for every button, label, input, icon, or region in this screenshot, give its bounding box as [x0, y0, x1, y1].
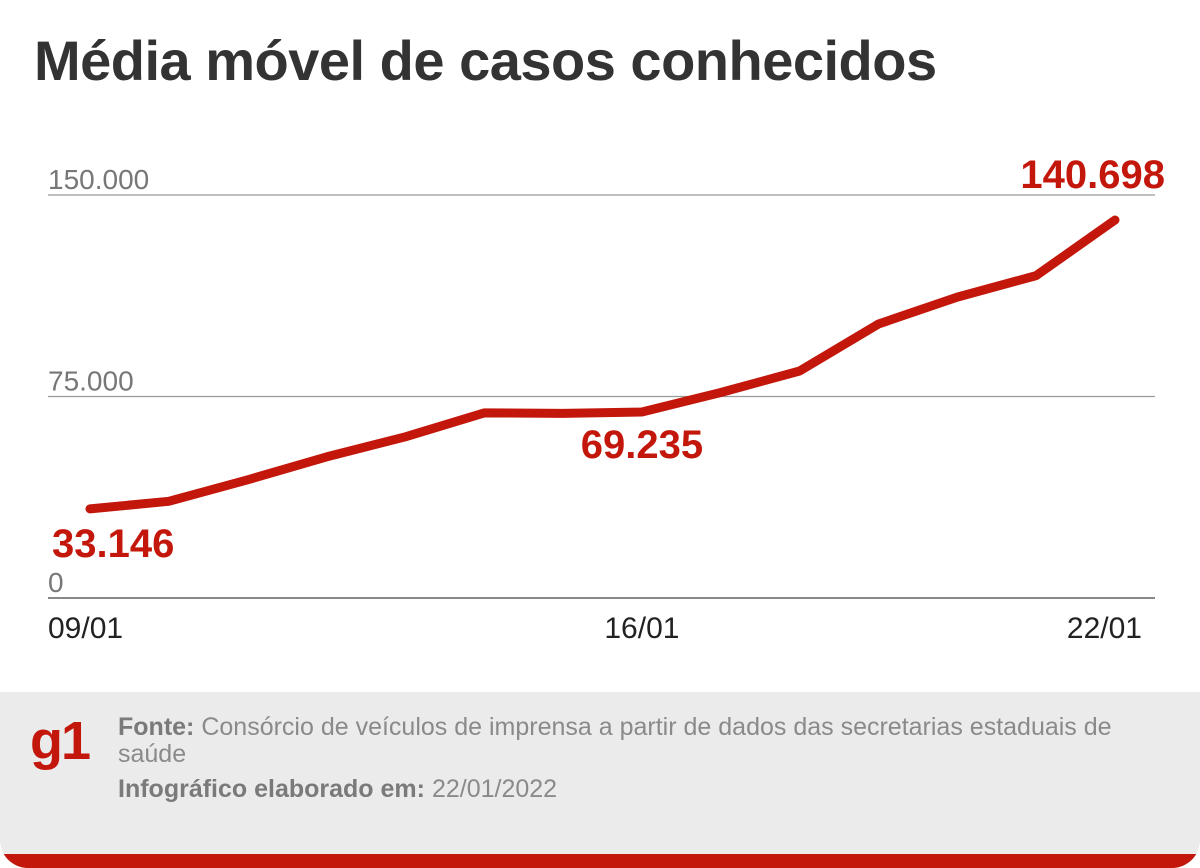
x-tick-label-1: 16/01	[604, 612, 679, 645]
y-tick-label-1: 75.000	[48, 366, 134, 397]
data-label-69235: 69.235	[581, 423, 703, 467]
x-tick-label-0: 09/01	[48, 612, 123, 645]
gridlines	[48, 194, 1155, 599]
y-tick-labels: 0 75.000 150.000	[48, 164, 149, 598]
series-line	[85, 215, 1120, 514]
credit-label: Infográfico elaborado em:	[118, 775, 425, 803]
footer: g1 Fonte: Consórcio de veículos de impre…	[0, 692, 1200, 868]
x-tick-labels: 09/01 16/01 22/01	[48, 612, 1142, 645]
credit-date: 22/01/2022	[431, 775, 558, 803]
credit-note: Infográfico elaborado em: 22/01/2022	[118, 776, 557, 803]
footer-accent-bar	[0, 854, 1200, 868]
data-label-140698: 140.698	[1020, 153, 1165, 197]
g1-logo: g1	[30, 711, 91, 771]
data-labels: 33.146 69.235 140.698	[52, 153, 1165, 566]
source-text: Consórcio de veículos de imprensa a part…	[118, 713, 1112, 768]
line-chart: 0 75.000 150.000 09/01 16/01 22/01 33.146 69.…	[48, 153, 1165, 645]
source-note: Fonte: Consórcio de veículos de imprensa…	[118, 714, 1128, 768]
source-label: Fonte:	[118, 713, 195, 741]
y-tick-label-0: 0	[48, 567, 64, 598]
y-tick-label-2: 150.000	[48, 164, 149, 195]
chart-title: Média móvel de casos conhecidos	[34, 29, 937, 92]
x-tick-label-2: 22/01	[1067, 612, 1142, 645]
data-label-33146: 33.146	[52, 522, 174, 566]
